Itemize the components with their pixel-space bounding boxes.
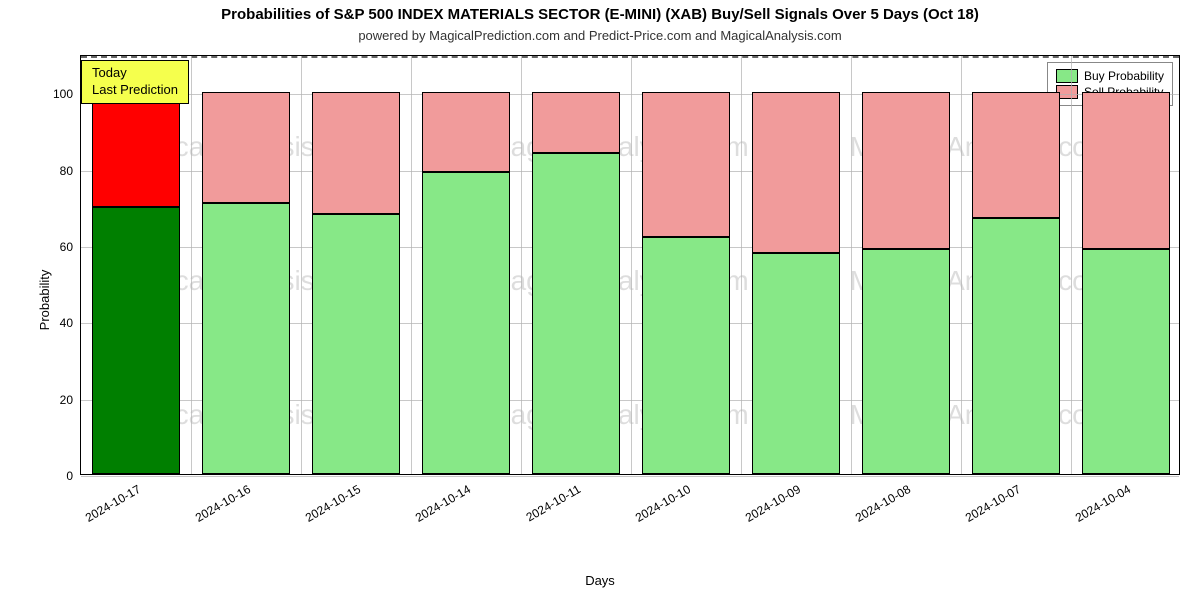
chart-subtitle: powered by MagicalPrediction.com and Pre…	[0, 28, 1200, 43]
bar-buy	[972, 218, 1060, 474]
bar-group	[422, 92, 510, 474]
ytick-label: 20	[60, 393, 73, 407]
chart-title: Probabilities of S&P 500 INDEX MATERIALS…	[0, 6, 1200, 23]
xtick-label: 2024-10-16	[193, 482, 253, 525]
ytick-label: 100	[53, 87, 73, 101]
xtick-label: 2024-10-10	[633, 482, 693, 525]
today-line2: Last Prediction	[92, 82, 178, 99]
bar-sell	[862, 92, 950, 249]
xtick-label: 2024-10-07	[963, 482, 1023, 525]
gridline-vertical	[411, 56, 412, 474]
bar-buy	[92, 207, 180, 474]
bar-sell	[422, 92, 510, 172]
xtick-label: 2024-10-08	[853, 482, 913, 525]
bar-group	[532, 92, 620, 474]
reference-line	[81, 56, 1179, 58]
gridline-vertical	[961, 56, 962, 474]
bar-sell	[972, 92, 1060, 218]
bar-group	[972, 92, 1060, 474]
xtick-label: 2024-10-17	[83, 482, 143, 525]
ytick-label: 40	[60, 316, 73, 330]
gridline-vertical	[851, 56, 852, 474]
gridline-vertical	[1071, 56, 1072, 474]
xtick-label: 2024-10-15	[303, 482, 363, 525]
bar-buy	[752, 253, 840, 474]
xtick-label: 2024-10-14	[413, 482, 473, 525]
bar-group	[862, 92, 950, 474]
ytick-label: 80	[60, 164, 73, 178]
legend-label-buy: Buy Probability	[1084, 69, 1164, 83]
legend-swatch-buy	[1056, 69, 1078, 83]
gridline-vertical	[521, 56, 522, 474]
bar-sell	[202, 92, 290, 203]
bar-group	[642, 92, 730, 474]
x-axis-label: Days	[0, 573, 1200, 588]
ytick-label: 0	[66, 469, 73, 483]
bar-buy	[532, 153, 620, 474]
bar-buy	[1082, 249, 1170, 474]
bar-sell	[1082, 92, 1170, 249]
xtick-label: 2024-10-09	[743, 482, 803, 525]
chart-container: Probabilities of S&P 500 INDEX MATERIALS…	[0, 0, 1200, 600]
today-annotation: TodayLast Prediction	[81, 60, 189, 104]
bar-group	[202, 92, 290, 474]
xtick-label: 2024-10-04	[1073, 482, 1133, 525]
ytick-label: 60	[60, 240, 73, 254]
bar-sell	[92, 92, 180, 207]
today-line1: Today	[92, 65, 178, 82]
bar-group	[1082, 92, 1170, 474]
plot-area: Buy Probability Sell Probability 0204060…	[80, 55, 1180, 475]
gridline-vertical	[631, 56, 632, 474]
legend-item-buy: Buy Probability	[1056, 69, 1164, 83]
bar-group	[92, 92, 180, 474]
bar-group	[312, 92, 400, 474]
bar-sell	[532, 92, 620, 153]
bar-sell	[642, 92, 730, 237]
bar-buy	[862, 249, 950, 474]
bar-buy	[642, 237, 730, 474]
gridline-vertical	[191, 56, 192, 474]
bar-sell	[312, 92, 400, 214]
bar-buy	[312, 214, 400, 474]
bar-sell	[752, 92, 840, 252]
y-axis-label: Probability	[37, 270, 52, 331]
gridline-horizontal	[81, 476, 1179, 477]
bar-group	[752, 92, 840, 474]
bar-buy	[422, 172, 510, 474]
bar-buy	[202, 203, 290, 474]
gridline-vertical	[301, 56, 302, 474]
gridline-vertical	[741, 56, 742, 474]
xtick-label: 2024-10-11	[524, 482, 583, 524]
